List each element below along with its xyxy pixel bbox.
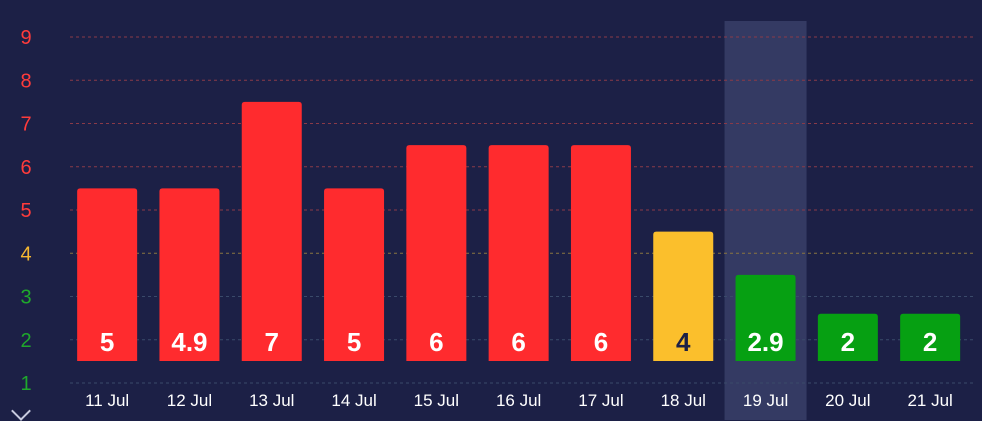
- y-tick-label: 9: [20, 27, 31, 49]
- bar[interactable]: [241, 101, 302, 361]
- bar[interactable]: [735, 274, 796, 361]
- bar[interactable]: [488, 145, 549, 361]
- x-tick-label: 16 Jul: [496, 391, 541, 410]
- bar[interactable]: [653, 231, 714, 361]
- y-tick-label: 3: [20, 287, 31, 309]
- x-tick-label: 20 Jul: [825, 391, 870, 410]
- x-tick-label: 12 Jul: [167, 391, 212, 410]
- x-tick-label: 15 Jul: [414, 391, 459, 410]
- bar[interactable]: [324, 188, 385, 361]
- bar-value-label: 2.9: [747, 327, 783, 357]
- bar-value-label: 6: [511, 327, 525, 357]
- y-tick-label: 4: [20, 243, 31, 265]
- x-tick-label: 21 Jul: [907, 391, 952, 410]
- bar-value-label: 7: [265, 327, 279, 357]
- bar-value-label: 2: [841, 327, 855, 357]
- y-tick-label: 8: [20, 70, 31, 92]
- y-tick-label: 7: [20, 114, 31, 136]
- x-tick-label: 18 Jul: [661, 391, 706, 410]
- x-tick-label: 14 Jul: [331, 391, 376, 410]
- x-tick-label: 13 Jul: [249, 391, 294, 410]
- bar-value-label: 5: [100, 327, 114, 357]
- bar-value-label: 6: [429, 327, 443, 357]
- bar-value-label: 4: [676, 327, 691, 357]
- x-tick-label: 19 Jul: [743, 391, 788, 410]
- bar-value-label: 5: [347, 327, 361, 357]
- x-tick-label: 17 Jul: [578, 391, 623, 410]
- bar-value-label: 4.9: [171, 327, 207, 357]
- bar[interactable]: [817, 313, 878, 361]
- bar[interactable]: [159, 188, 220, 361]
- bar[interactable]: [406, 145, 467, 361]
- bar-value-label: 6: [594, 327, 608, 357]
- y-tick-label: 6: [20, 157, 31, 179]
- bar[interactable]: [900, 313, 961, 361]
- x-axis: 11 Jul 12 Jul 13 Jul 14 Jul 15 Jul 16 Jul 17 J…: [85, 391, 953, 410]
- y-tick-label: 1: [20, 373, 31, 395]
- bar[interactable]: [77, 188, 138, 361]
- bar[interactable]: [570, 145, 631, 361]
- y-tick-label: 5: [20, 200, 31, 222]
- y-axis: 1 2 3 4 5 6 7 8 9: [20, 27, 31, 395]
- x-tick-label: 11 Jul: [85, 391, 129, 410]
- y-tick-label: 2: [20, 330, 31, 352]
- bar-value-label: 2: [923, 327, 937, 357]
- bars: 5 4.9 7 5 6 6 6 4 2.9 2 2: [77, 101, 961, 361]
